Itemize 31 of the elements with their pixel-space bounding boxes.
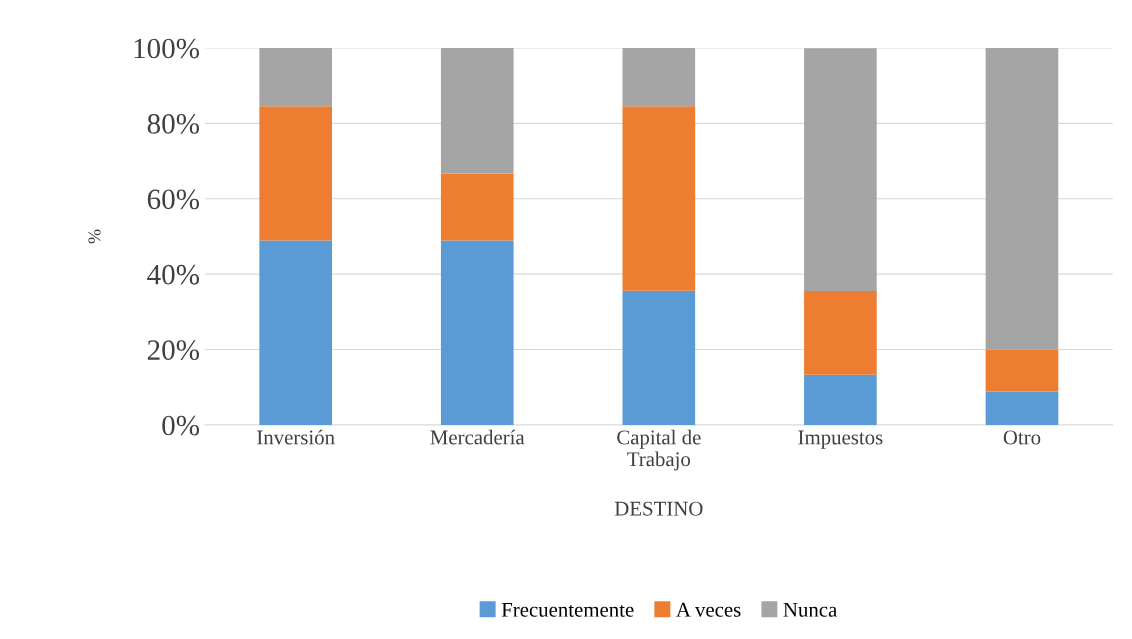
bar: [622, 290, 696, 425]
x-tick-label: Mercadería: [430, 429, 525, 445]
bar: [804, 374, 877, 425]
y-tick-label: 100%: [134, 38, 200, 59]
bar: [804, 291, 877, 375]
y-tick-label: 80%: [147, 114, 200, 134]
bar: [259, 47, 332, 107]
bar: [985, 47, 1059, 350]
bar: [622, 47, 696, 107]
bar: [622, 106, 696, 291]
y-axis-title: %: [88, 229, 101, 244]
x-tick-label: Inversión: [257, 429, 335, 445]
bar: [259, 240, 332, 425]
bar: [985, 349, 1059, 392]
y-tick-label: 60%: [147, 189, 200, 210]
legend-label: Frecuentemente: [501, 602, 634, 617]
x-tick-label: Impuestos: [798, 430, 883, 449]
bar: [259, 106, 332, 241]
bar: [440, 47, 514, 174]
bar: [440, 173, 514, 241]
bar: [440, 240, 514, 425]
x-axis-title: DESTINO: [614, 501, 703, 516]
y-tick-label: 40%: [147, 264, 200, 285]
bar: [985, 391, 1059, 425]
bar: [804, 48, 877, 292]
x-tick-label: Capital de Trabajo: [617, 429, 701, 471]
x-tick-label: Otro: [1003, 430, 1041, 445]
y-tick-label: 0%: [162, 415, 200, 436]
legend-label: Nunca: [783, 602, 838, 617]
y-tick-label: 20%: [147, 340, 200, 361]
legend-label: A veces: [676, 602, 741, 617]
